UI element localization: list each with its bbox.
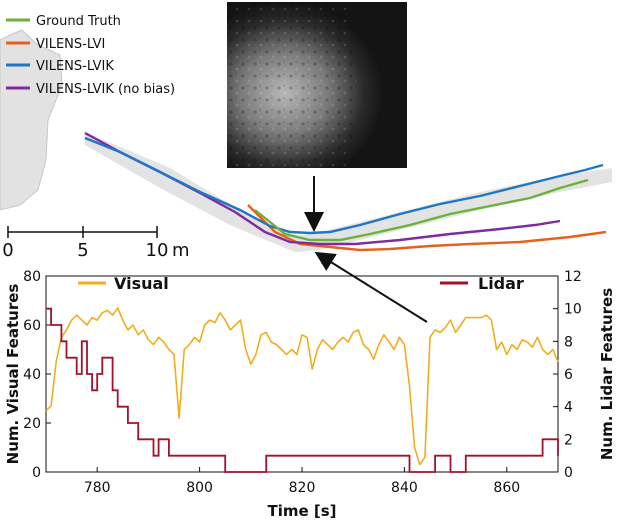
series-line-visual: [45, 307, 559, 466]
left-tick-label: 80: [23, 269, 41, 285]
series-line-lidar: [46, 307, 559, 473]
legend-label-vilens-lvik: VILENS-LVIK: [36, 59, 114, 74]
scale-tick-0: 0: [2, 240, 13, 261]
left-tick-label: 0: [32, 465, 41, 481]
camera-image: [227, 2, 407, 168]
left-axis-title: Num. Visual Features: [4, 284, 22, 465]
scale-bar: 0 5 10 m: [2, 226, 190, 261]
legend-label-vilens-lvik-no-bias: VILENS-LVIK (no bias): [36, 82, 175, 97]
series-layer: [45, 307, 559, 473]
x-tick-label: 780: [84, 480, 111, 496]
scale-tick-10: 10: [146, 240, 169, 261]
x-tick-label: 800: [186, 480, 213, 496]
right-tick-label: 12: [564, 269, 582, 285]
left-tick-label: 40: [23, 367, 41, 383]
legend-label-visual: Visual: [114, 274, 169, 293]
legend-label-ground-truth: Ground Truth: [36, 14, 121, 29]
arrow-visual-drop-to-trajectory: [314, 251, 428, 323]
plot-area-frame: [45, 275, 559, 473]
right-tick-label: 2: [564, 432, 573, 448]
left-tick-label: 60: [23, 318, 41, 334]
left-tick-label: 20: [23, 416, 41, 432]
x-tick-label: 840: [391, 480, 418, 496]
scale-tick-5: 5: [77, 240, 88, 261]
right-tick-label: 8: [564, 334, 573, 350]
right-tick-label: 6: [564, 367, 573, 383]
left-axis-ticks: 0 20 40 60 80: [23, 269, 51, 481]
trajectory-ground-truth: [254, 178, 589, 242]
right-axis-ticks: 0 2 4 6 8 10 12: [553, 269, 582, 481]
x-tick-label: 860: [493, 480, 520, 496]
map-pointcloud-left: [0, 29, 63, 211]
right-tick-label: 4: [564, 400, 573, 416]
legend-label-vilens-lvi: VILENS-LVI: [36, 37, 105, 52]
scale-unit: m: [172, 240, 190, 261]
x-axis-title: Time [s]: [267, 502, 336, 520]
right-tick-label: 0: [564, 465, 573, 481]
trajectory-vilens-lvik: [84, 136, 604, 235]
trajectory-panel: Ground Truth VILENS-LVI VILENS-LVIK VILE…: [0, 2, 612, 323]
right-tick-label: 10: [564, 302, 582, 318]
trajectory-vilens-lvi: [247, 204, 607, 252]
features-chart: 0 20 40 60 80 0 2 4 6 8 10 12 780 800 820 840 860 Visu…: [4, 269, 616, 520]
x-axis-ticks: 780 800 820 840 860: [84, 467, 520, 496]
trajectory-legend: Ground Truth VILENS-LVI VILENS-LVIK VILE…: [6, 14, 175, 97]
right-axis-title: Num. Lidar Features: [598, 288, 616, 460]
x-tick-label: 820: [289, 480, 316, 496]
legend-label-lidar: Lidar: [478, 274, 524, 293]
